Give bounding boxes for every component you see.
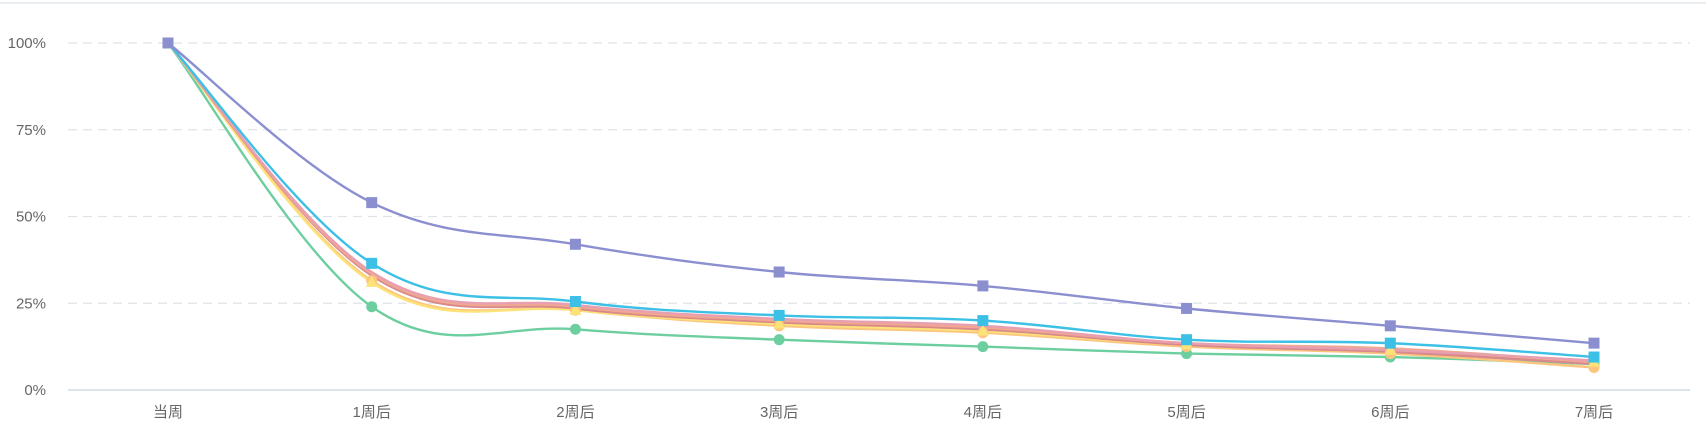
y-tick-label: 75% [16,122,46,139]
y-axis-tick-labels: 0% 25% 50% 75% 100% [8,35,46,399]
x-tick-label: 7周后 [1575,404,1613,421]
series-salmon-line [167,42,1595,364]
x-tick-label: 当周 [153,404,183,421]
y-tick-label: 100% [8,35,46,52]
y-tick-label: 25% [16,295,46,312]
series-yellow-point[interactable] [569,303,582,315]
y-tick-label: 50% [16,209,46,226]
series-lines [167,42,1595,369]
grid-lines [68,42,1690,304]
x-tick-label: 5周后 [1167,404,1205,421]
series-purple-point[interactable] [1384,320,1396,332]
x-tick-label: 6周后 [1371,404,1409,421]
series-green-point[interactable] [569,323,581,335]
x-tick-label: 3周后 [760,404,798,421]
series-cyan-point[interactable] [366,257,378,269]
series-purple-point[interactable] [1181,302,1193,314]
x-tick-label: 2周后 [556,404,594,421]
series-cyan-line [167,42,1595,359]
series-cyan-point[interactable] [569,296,581,308]
x-tick-label: 1周后 [353,404,391,421]
series-green-point[interactable] [773,334,785,346]
series-red-line [167,42,1595,366]
series-cyan-point[interactable] [1384,337,1396,349]
x-axis: 当周 1周后 2周后 3周后 4周后 5周后 6周后 7周后 [68,389,1690,421]
series-purple-point[interactable] [773,266,785,278]
series-green-point[interactable] [977,341,989,353]
series-yellow-point[interactable] [1384,343,1397,355]
series-cyan-point[interactable] [1588,351,1600,363]
series-markers [162,36,1600,373]
series-purple-point[interactable] [162,37,174,49]
series-purple-line [167,42,1595,345]
series-cyan-point[interactable] [773,309,785,321]
series-purple-point[interactable] [366,197,378,209]
series-yellow-point[interactable] [976,324,989,336]
series-pink-line [167,42,1595,362]
series-yellow-point[interactable] [773,317,786,329]
series-purple-point[interactable] [569,238,581,250]
series-purple-point[interactable] [1588,337,1600,349]
series-cyan-point[interactable] [977,315,989,327]
series-green-point[interactable] [366,301,378,313]
series-cyan-point[interactable] [1181,334,1193,346]
y-tick-label: 0% [24,382,46,399]
series-purple-point[interactable] [977,280,989,292]
x-tick-label: 4周后 [964,404,1002,421]
series-green-line [167,42,1595,366]
series-yellow-point[interactable] [365,275,378,287]
